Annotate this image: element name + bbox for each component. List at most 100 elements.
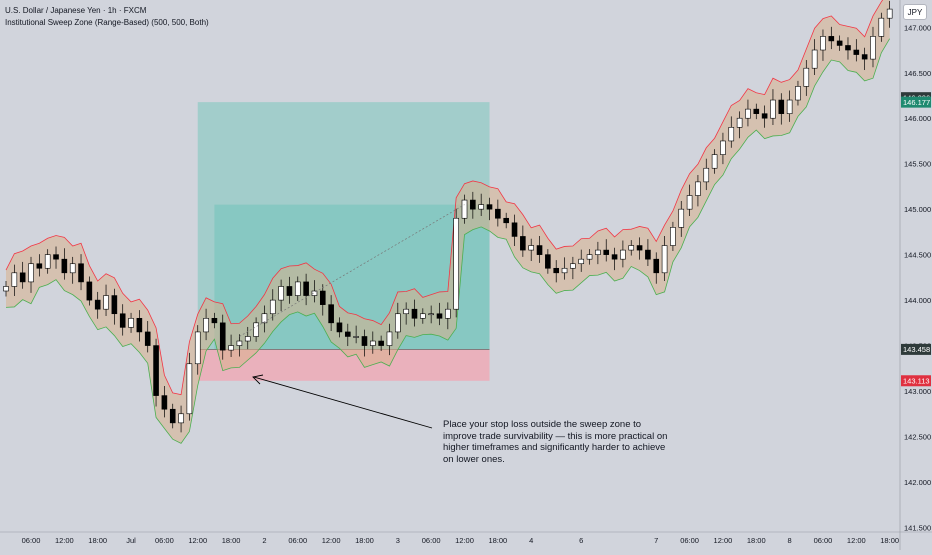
candle [811,39,818,76]
candle-body [228,345,234,351]
price-axis-bg [900,0,932,550]
candle [269,289,276,321]
candle [28,256,34,293]
time-tick-label: 06:00 [22,536,41,545]
candle-body [886,8,893,19]
candle-body [795,86,801,101]
candles [3,0,893,433]
candle-body [453,217,459,310]
candle [828,26,835,50]
price-tick-label: 145.000 [904,205,931,214]
candle-body [845,45,851,51]
candle [136,310,143,342]
time-tick-label: 6 [579,536,583,545]
candle-body [503,217,509,224]
overlay [239,204,465,429]
candle [620,240,626,268]
chart-header: U.S. Dollar / Japanese Yen · 1h · FXCM I… [5,5,209,29]
time-tick-label: 12:00 [322,536,341,545]
candle-body [294,281,301,296]
candle [219,314,226,360]
candle [536,235,543,263]
candle [586,249,593,265]
candle-body [203,317,209,333]
candle-body [94,299,101,310]
position-tool-zones [197,102,490,381]
candle [78,254,84,291]
candle [61,248,68,280]
candle [344,323,351,347]
candle-body [436,313,443,319]
candle-body [686,195,693,210]
candle-body [861,54,868,60]
candle-body [336,322,343,333]
candle [870,26,876,68]
candle-body [261,313,268,324]
candle-body [628,245,635,251]
candle [711,149,718,174]
candle-body [495,208,501,219]
candle [203,308,209,341]
projection-line [239,204,465,337]
time-tick-label: 18:00 [222,536,241,545]
candle [3,281,9,297]
time-tick-label: 18:00 [880,536,899,545]
candle-body [478,204,484,210]
candle-body [19,272,26,283]
candle [319,284,326,316]
candle [11,264,18,297]
candle-body [378,340,384,346]
candle-body [361,336,368,346]
candle-body [720,140,726,155]
candle-body [736,117,743,128]
time-tick-label: 06:00 [288,536,307,545]
candle [753,103,760,120]
candle [495,199,501,227]
time-tick-label: 12:00 [714,536,733,545]
price-tick-label: 141.500 [904,523,931,532]
candle [745,99,751,127]
candle [403,302,409,325]
candle-body [728,127,735,142]
candle-body [545,254,551,269]
time-tick-label: 06:00 [422,536,441,545]
candle-body [194,331,201,365]
currency-badge[interactable]: JPY [903,4,927,20]
candle [611,247,618,271]
annotation-arrow-head [252,374,264,385]
candle-body [61,258,68,274]
candle [186,352,193,421]
time-tick-label: 18:00 [488,536,507,545]
candle [303,273,309,306]
candle [453,208,459,318]
time-tick-label: 06:00 [814,536,833,545]
time-tick-label: 8 [788,536,792,545]
candle [94,291,101,319]
time-tick-label: 18:00 [747,536,766,545]
candle [378,335,384,352]
candle-body [578,258,585,265]
candle-body [828,36,835,42]
candle-body [878,17,885,37]
candle-body [611,254,618,260]
candle-body [169,408,176,424]
candle-body [645,249,651,260]
candle [178,405,184,433]
candle-body [370,340,376,346]
candle-body [528,245,534,251]
candle-body [69,263,76,274]
candle [736,111,743,139]
candle [628,240,635,256]
candle-body [211,317,218,324]
candle-body [386,331,393,346]
time-tick-label: Jul [126,536,136,545]
candle-body [44,254,51,269]
candle [278,279,284,312]
time-tick-label: 18:00 [88,536,107,545]
candle [561,257,568,280]
candle [603,239,610,262]
candle-body [745,108,751,119]
